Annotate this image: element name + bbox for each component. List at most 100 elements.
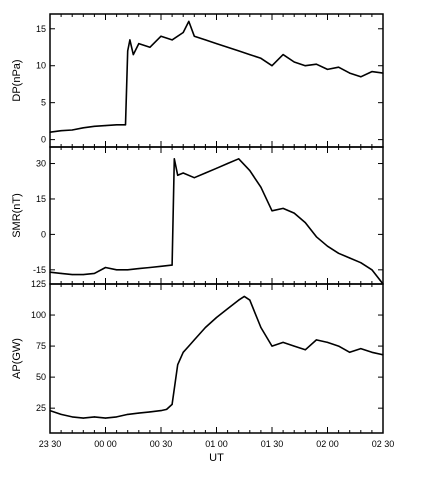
data-point (182, 31, 184, 34)
y-axis-label: AP(GW) (11, 338, 23, 379)
data-point (177, 174, 179, 176)
data-point (282, 54, 284, 56)
data-point (104, 266, 107, 269)
x-axis-label: UT (209, 452, 224, 464)
panel-frame (49, 283, 384, 434)
data-point (326, 245, 329, 247)
panel-3: 25 50 75 100 125 AP(GW) (11, 279, 384, 434)
y-tick-label: 5 (41, 98, 46, 108)
data-point (304, 349, 306, 351)
data-point (260, 326, 262, 329)
data-point (349, 72, 351, 74)
data-point (349, 257, 351, 259)
data-point (293, 61, 295, 63)
data-point (193, 339, 195, 341)
x-tick-label: 02 30 (372, 439, 395, 449)
y-tick-label: 0 (41, 135, 46, 145)
data-point (60, 272, 62, 274)
data-point (238, 299, 240, 301)
data-point (249, 299, 251, 301)
data-point (49, 271, 51, 273)
data-point (149, 266, 151, 269)
data-point (260, 57, 262, 59)
data-point (165, 408, 168, 411)
data-point (360, 347, 362, 350)
panel-frame (49, 13, 384, 148)
y-axis-label: SMR(nT) (11, 193, 23, 238)
data-point (171, 39, 173, 41)
y-tick-label: 0 (41, 229, 46, 239)
data-point (160, 410, 162, 412)
y-tick-label: 30 (36, 159, 46, 169)
data-point (138, 268, 140, 270)
data-point (171, 264, 173, 266)
data-point (360, 76, 362, 78)
y-tick-label: 125 (31, 279, 46, 289)
data-point (149, 411, 151, 413)
data-point (138, 412, 140, 414)
data-point (215, 167, 218, 169)
x-tick-label: 00 00 (94, 439, 117, 449)
x-tick-label: 01 00 (205, 439, 228, 449)
data-point (93, 125, 95, 127)
data-point (371, 71, 373, 73)
data-point (371, 269, 373, 271)
data-point (304, 65, 306, 67)
data-point (182, 351, 184, 353)
data-point (215, 316, 218, 319)
x-axis: 23 30 00 00 00 30 01 00 01 30 02 00 02 30 UT (39, 439, 395, 464)
data-point (127, 269, 129, 271)
data-point (116, 416, 118, 418)
data-point (249, 170, 251, 172)
y-tick-label: 100 (31, 310, 46, 320)
series-line-1 (49, 158, 384, 285)
data-point (182, 172, 184, 174)
series-line-1 (49, 20, 384, 133)
x-tick-label: 00 30 (150, 439, 173, 449)
data-point (93, 416, 95, 418)
data-point (338, 252, 340, 254)
y-tick-label: 10 (36, 61, 46, 71)
x-tick-label: 01 30 (261, 439, 284, 449)
data-point (238, 50, 240, 52)
data-point (160, 265, 162, 267)
y-tick-label: 50 (36, 372, 46, 382)
x-tick-label: 02 00 (316, 439, 339, 449)
data-point (171, 403, 173, 406)
data-point (104, 124, 107, 127)
data-point (249, 54, 251, 56)
data-point (173, 158, 175, 160)
data-point (227, 46, 229, 48)
data-point (382, 354, 384, 356)
data-point (82, 273, 84, 276)
data-point (60, 130, 62, 132)
data-point (243, 295, 245, 298)
data-point (82, 127, 84, 129)
y-tick-label: 15 (36, 194, 46, 204)
data-point (338, 345, 340, 347)
x-tick-label: 23 30 (39, 439, 62, 449)
panel-2: -15 0 15 30 SMR(nT) (11, 146, 384, 285)
data-point (127, 50, 129, 52)
panel-1: 0 5 10 15 DP(nPa) (11, 13, 384, 148)
data-point (315, 339, 317, 341)
data-point (160, 35, 162, 37)
data-point (82, 417, 84, 419)
data-point (93, 272, 95, 274)
data-point (104, 417, 107, 419)
data-point (177, 364, 179, 366)
data-point (293, 212, 295, 214)
data-point (227, 308, 229, 310)
data-point (271, 210, 273, 212)
data-point (260, 186, 262, 188)
data-point (382, 72, 384, 74)
data-point (116, 269, 118, 271)
data-point (129, 39, 131, 41)
data-point (315, 236, 317, 238)
data-point (193, 177, 195, 179)
data-point (71, 129, 73, 131)
data-point (204, 39, 206, 41)
data-point (116, 124, 118, 126)
data-point (204, 172, 206, 174)
